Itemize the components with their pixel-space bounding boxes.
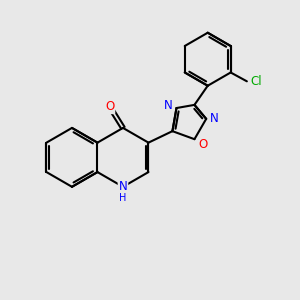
Text: N: N — [164, 99, 172, 112]
Text: N: N — [210, 112, 219, 125]
Text: O: O — [105, 100, 114, 113]
Text: Cl: Cl — [250, 75, 262, 88]
Text: O: O — [198, 138, 207, 151]
Text: H: H — [119, 193, 127, 203]
Text: N: N — [118, 180, 127, 193]
